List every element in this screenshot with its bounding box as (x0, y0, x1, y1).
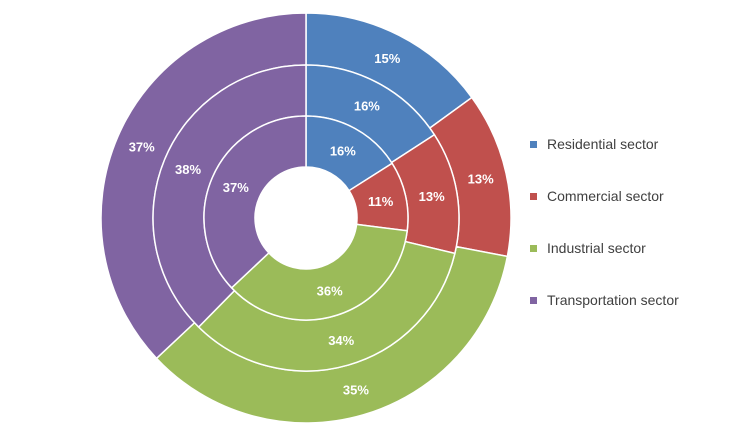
chart-slices (100, 12, 512, 424)
data-label-outer-industrial: 35% (343, 382, 369, 397)
legend-label-commercial: Commercial sector (547, 188, 664, 204)
data-label-middle-commercial: 13% (419, 189, 445, 204)
data-label-inner-transportation: 37% (223, 180, 249, 195)
legend-swatch-transportation (530, 296, 537, 304)
data-label-middle-industrial: 34% (328, 333, 354, 348)
data-label-inner-residential: 16% (330, 143, 356, 158)
legend-swatch-industrial (530, 244, 537, 252)
slice-inner-industrial (230, 223, 409, 321)
legend-item-commercial[interactable]: Commercial sector (530, 187, 730, 205)
data-label-outer-commercial: 13% (468, 171, 494, 186)
data-label-middle-transportation: 38% (175, 162, 201, 177)
data-label-inner-industrial: 36% (317, 283, 343, 298)
legend-label-transportation: Transportation sector (547, 292, 679, 308)
data-label-middle-residential: 16% (354, 98, 380, 113)
legend-item-residential[interactable]: Residential sector (530, 135, 730, 153)
data-label-inner-commercial: 11% (368, 194, 394, 209)
legend-label-residential: Residential sector (547, 136, 659, 152)
data-label-outer-residential: 15% (374, 51, 400, 66)
legend-item-transportation[interactable]: Transportation sector (530, 291, 730, 309)
legend-swatch-residential (530, 140, 537, 148)
legend-label-industrial: Industrial sector (547, 240, 646, 256)
legend-swatch-commercial (530, 192, 537, 200)
chart-data-labels: 15% 13% 35% 37% 16% 13% 34% 38% 16% 11% 36% 37% (129, 51, 494, 397)
data-label-outer-transportation: 37% (129, 139, 155, 154)
slice-inner-transportation (203, 115, 307, 289)
legend: Residential sector Commercial sector Ind… (530, 135, 730, 343)
legend-item-industrial[interactable]: Industrial sector (530, 239, 730, 257)
